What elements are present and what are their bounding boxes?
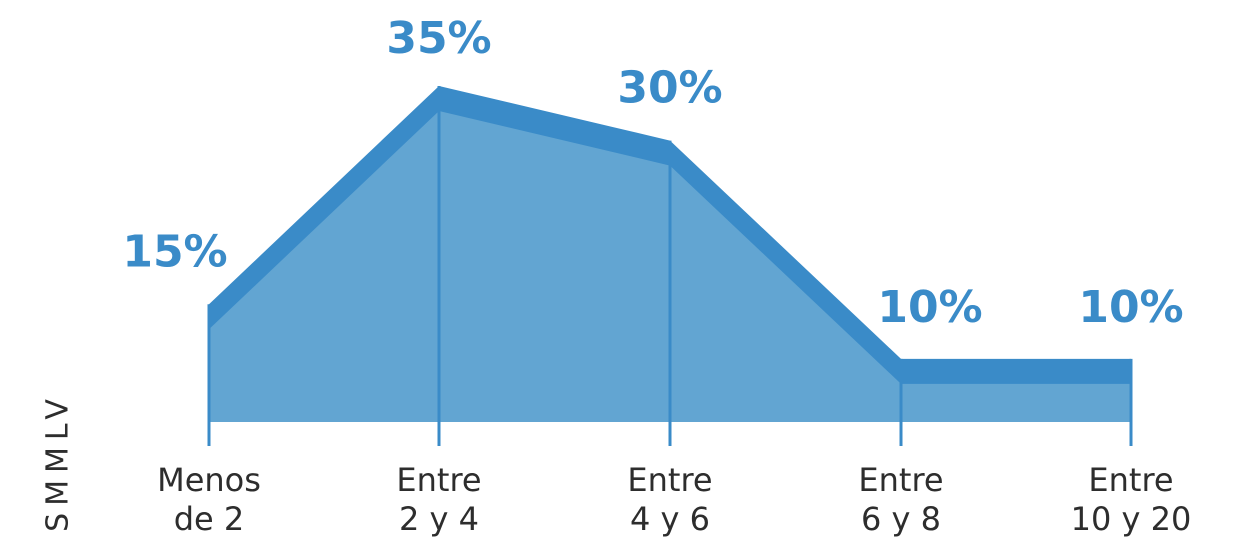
x-tick-label-line: 4 y 6	[630, 500, 710, 538]
x-tick-label-line: Entre	[858, 461, 943, 499]
x-tick-label-line: Entre	[396, 461, 481, 499]
x-tick-label-line: 2 y 4	[399, 500, 479, 538]
x-tick-label-line: Menos	[157, 461, 261, 499]
x-tick-label-line: 6 y 8	[861, 500, 941, 538]
value-labels: 15% 35% 30% 10% 10%	[122, 13, 1183, 333]
value-label: 15%	[122, 226, 227, 277]
x-tick-label-line: Entre	[1088, 461, 1173, 499]
x-tick-label-line: de 2	[174, 500, 245, 538]
value-label: 10%	[877, 282, 982, 333]
value-label: 10%	[1078, 282, 1183, 333]
value-label: 35%	[386, 13, 491, 64]
value-label: 30%	[617, 63, 722, 114]
x-tick-label-line: 10 y 20	[1071, 500, 1192, 538]
x-tick-label-line: Entre	[627, 461, 712, 499]
category-lines	[207, 86, 1133, 446]
y-axis-label: SMMLV	[40, 392, 76, 532]
